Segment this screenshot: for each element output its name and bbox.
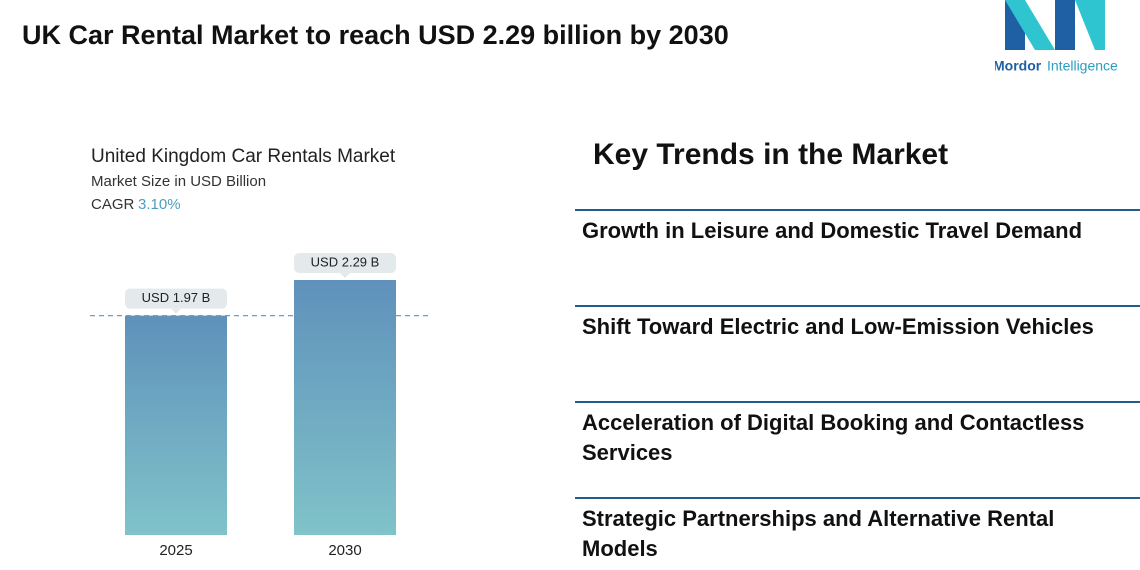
trend-item: Strategic Partnerships and Alternative R… [582, 506, 1055, 561]
value-label-pointer [171, 308, 181, 314]
trend-divider [575, 305, 1140, 307]
value-label-box [125, 288, 227, 309]
chart-title: United Kingdom Car Rentals Market [91, 146, 396, 167]
logo-shape [1005, 0, 1055, 50]
chart: United Kingdom Car Rentals Market Market… [90, 146, 432, 559]
cagr-label: CAGR [91, 196, 135, 213]
bar [125, 315, 227, 535]
x-tick-label: 2025 [159, 542, 192, 559]
cagr-value: 3.10% [138, 196, 181, 213]
logo-shape [1055, 0, 1075, 50]
trends-title: Key Trends in the Market [593, 138, 949, 171]
logo: Mordor Intelligence [995, 0, 1118, 74]
trend-item: Growth in Leisure and Domestic Travel De… [582, 218, 1083, 243]
value-label: USD 1.97 B [142, 290, 211, 305]
trend-divider [575, 497, 1140, 499]
value-label: USD 2.29 B [311, 254, 380, 269]
chart-subtitle: Market Size in USD Billion [91, 173, 266, 190]
trend-item: Acceleration of Digital Booking and Cont… [582, 410, 1085, 465]
trend-divider [575, 401, 1140, 403]
logo-shape [1075, 0, 1105, 50]
value-label-box [294, 253, 396, 273]
trend-item: Shift Toward Electric and Low-Emission V… [582, 314, 1094, 339]
value-label-pointer [340, 273, 350, 278]
trend-divider [575, 209, 1140, 211]
x-tick-label: 2030 [328, 542, 361, 559]
page-title: UK Car Rental Market to reach USD 2.29 b… [22, 20, 729, 50]
logo-suffix: Intelligence [1047, 58, 1118, 74]
bar [294, 280, 396, 535]
logo-brand: Mordor [995, 58, 1042, 74]
